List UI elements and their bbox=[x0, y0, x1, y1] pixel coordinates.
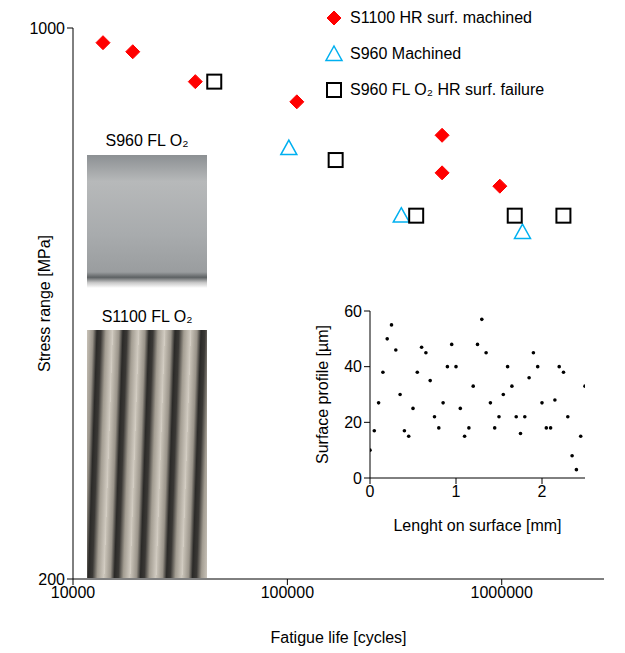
svg-text:60: 60 bbox=[344, 303, 362, 320]
html-text:S1100 FL O₂: S1100 FL O₂ bbox=[101, 308, 193, 325]
svg-text:Stress range [MPa]: Stress range [MPa] bbox=[36, 235, 53, 372]
html-text:S960 FL O₂ HR surf. failure: S960 FL O₂ HR surf. failure bbox=[350, 81, 545, 98]
svg-text:200: 200 bbox=[38, 571, 65, 588]
svg-text:100000: 100000 bbox=[261, 584, 314, 601]
svg-text:20: 20 bbox=[344, 414, 362, 431]
svg-text:10000: 10000 bbox=[50, 584, 96, 602]
svg-text:Fatigue life [cycles]: Fatigue life [cycles] bbox=[270, 629, 406, 646]
svg-text:0: 0 bbox=[353, 470, 362, 487]
svg-text:Lenght on surface [mm]: Lenght on surface [mm] bbox=[393, 517, 561, 534]
svg-text:Surface profile [µm]: Surface profile [µm] bbox=[314, 325, 331, 464]
svg-text:40: 40 bbox=[344, 358, 362, 375]
svg-text:1: 1 bbox=[452, 483, 461, 500]
html-text:S960 FL O₂: S960 FL O₂ bbox=[105, 132, 189, 149]
svg-text:1000000: 1000000 bbox=[471, 584, 533, 601]
html-text:S1100 HR surf. machined: S1100 HR surf. machined bbox=[350, 9, 532, 26]
svg-text:0: 0 bbox=[366, 483, 375, 500]
svg-text:1000: 1000 bbox=[29, 20, 65, 37]
html-text:S960 Machined: S960 Machined bbox=[350, 45, 462, 62]
svg-text:2: 2 bbox=[538, 483, 547, 500]
